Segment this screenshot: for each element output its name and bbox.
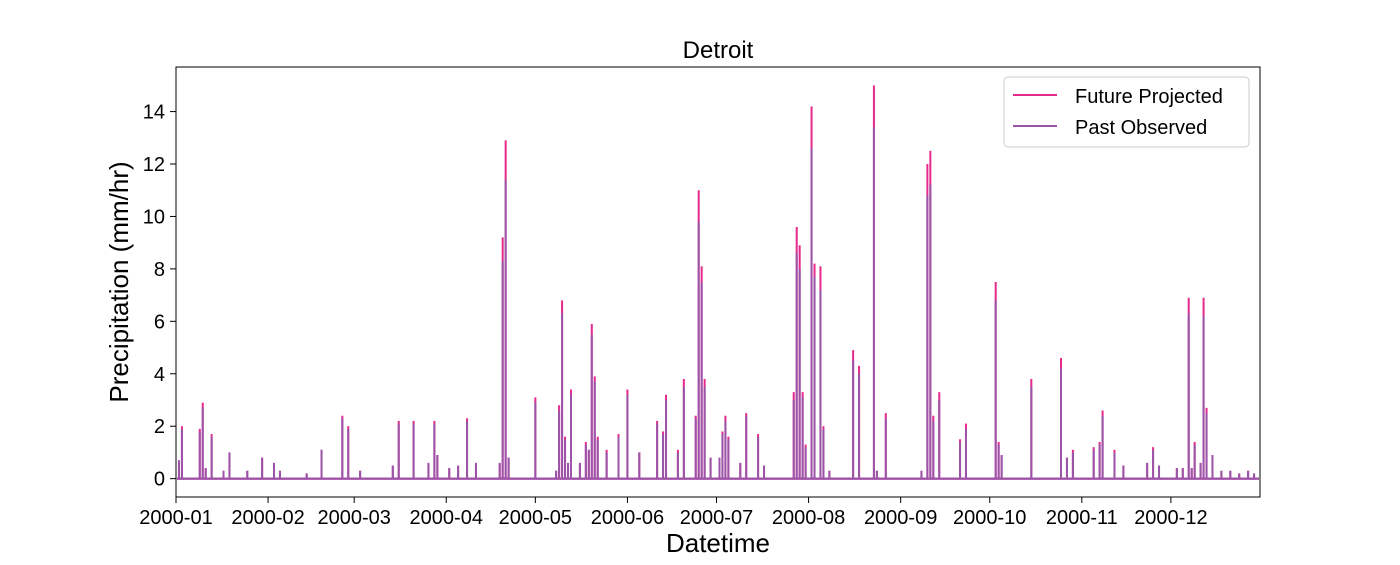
legend: Future Projected Past Observed [1003, 76, 1250, 148]
axes-frame [175, 66, 1261, 498]
y-axis-label: Precipitation (mm/hr) [104, 161, 134, 402]
y-tick-label: 2 [154, 416, 165, 438]
y-tick-label: 4 [154, 364, 165, 386]
legend-label-future-projected: Future Projected [1075, 86, 1223, 108]
x-tick-label: 2000-08 [772, 507, 845, 529]
x-tick-label: 2000-11 [1046, 507, 1118, 529]
y-tick-label: 12 [143, 154, 165, 176]
y-tick-label: 8 [154, 259, 165, 281]
series-past-observed [177, 127, 1259, 480]
x-tick-label: 2000-09 [864, 507, 937, 529]
chart-title: Detroit [683, 37, 754, 64]
y-tick-label: 10 [143, 206, 165, 228]
series-layer [177, 85, 1259, 480]
x-tick-label: 2000-12 [1134, 507, 1207, 529]
x-tick-label: 2000-03 [317, 507, 390, 529]
ticks-layer: 0 2 4 6 8 10 12 14 2000-01 2000-02 2000-03 2000-04 2… [139, 102, 1207, 529]
legend-box [1003, 76, 1250, 148]
x-tick-label: 2000-10 [953, 507, 1026, 529]
x-tick-label: 2000-02 [231, 507, 304, 529]
x-tick-label: 2000-05 [499, 507, 572, 529]
x-axis-label: Datetime [666, 528, 770, 558]
x-tick-label: 2000-06 [591, 507, 664, 529]
y-tick-label: 6 [154, 311, 165, 333]
x-tick-label: 2000-04 [410, 507, 483, 529]
y-tick-label: 14 [143, 102, 165, 124]
x-tick-label: 2000-07 [680, 507, 753, 529]
y-tick-label: 0 [154, 469, 165, 491]
x-tick-label: 2000-01 [139, 507, 212, 529]
legend-label-past-observed: Past Observed [1075, 117, 1207, 139]
